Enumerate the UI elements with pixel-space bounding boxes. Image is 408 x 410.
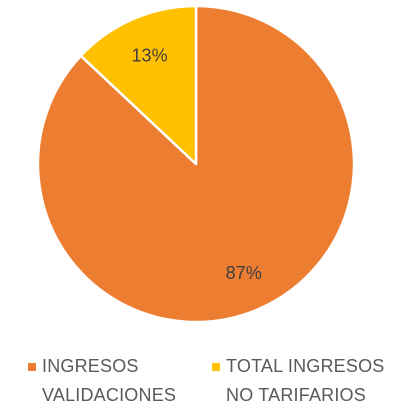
legend-label-no-tarifarios-line2: NO TARIFARIOS [226,385,366,405]
pie-slice-no-tarifarios [79,4,198,166]
legend-label-validaciones-line1: INGRESOS [42,356,139,376]
legend-swatch-no-tarifarios [212,363,220,371]
legend-label-no-tarifarios-line1: TOTAL INGRESOS [226,356,385,376]
pie-label-no-tarifarios: 13% [132,45,168,65]
legend-item-no-tarifarios: TOTAL INGRESOS NO TARIFARIOS [212,352,406,410]
legend-label-validaciones-line2: VALIDACIONES [42,385,177,405]
legend-item-validaciones: INGRESOS VALIDACIONES [28,352,192,410]
pie-label-validaciones: 87% [226,263,262,283]
pie-chart: 87% 13% [36,4,356,324]
chart-legend: INGRESOS VALIDACIONES TOTAL INGRESOS NO … [0,352,408,409]
legend-swatch-validaciones [28,363,36,371]
